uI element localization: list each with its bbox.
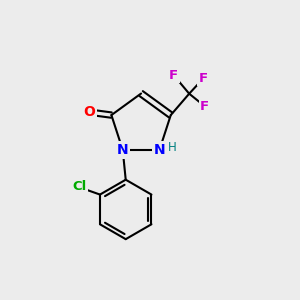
- Text: H: H: [167, 141, 176, 154]
- Text: O: O: [83, 105, 95, 119]
- Text: F: F: [199, 72, 208, 85]
- Text: F: F: [169, 69, 178, 82]
- Text: F: F: [200, 100, 209, 113]
- Text: Cl: Cl: [72, 180, 86, 193]
- Text: N: N: [154, 143, 165, 157]
- Text: N: N: [117, 143, 129, 157]
